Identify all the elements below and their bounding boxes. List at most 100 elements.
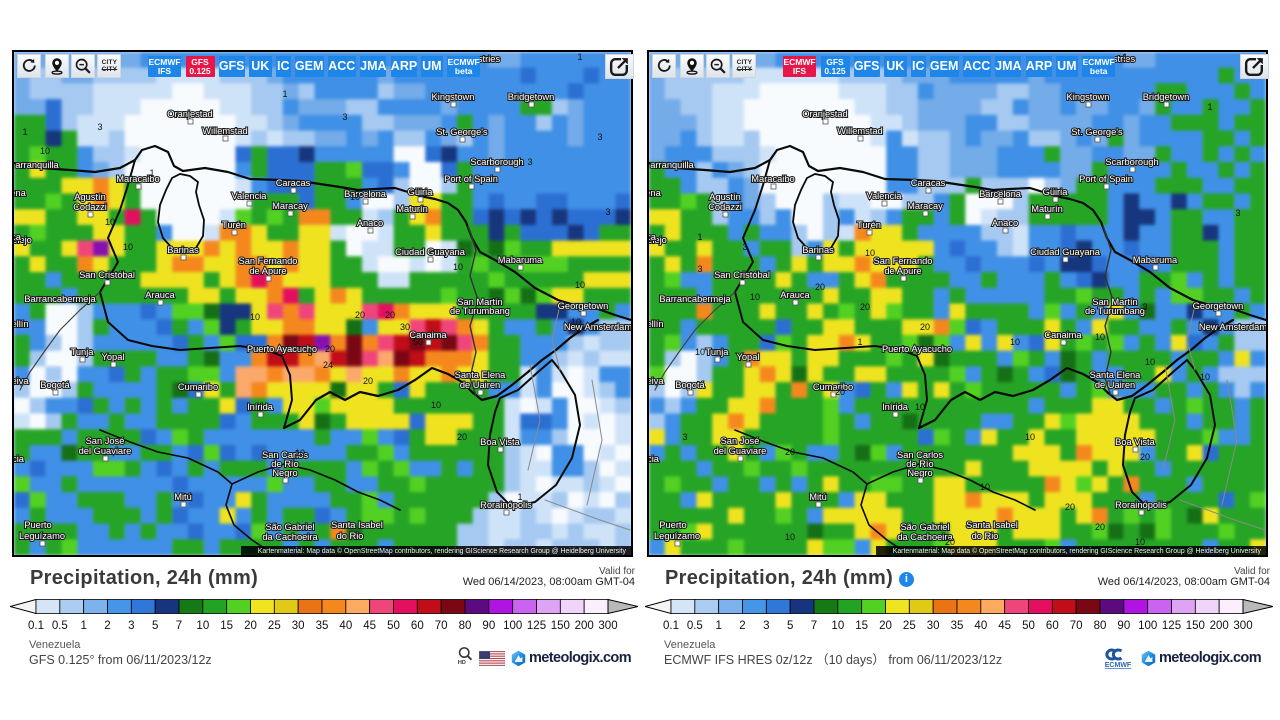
svg-text:3: 3	[1235, 208, 1240, 218]
svg-text:3: 3	[128, 620, 134, 632]
svg-text:0.1: 0.1	[663, 620, 679, 632]
svg-text:20: 20	[325, 344, 335, 354]
svg-text:7: 7	[811, 620, 817, 632]
svg-text:de Uairen: de Uairen	[460, 380, 500, 390]
svg-text:St. George's: St. George's	[1071, 127, 1123, 137]
svg-text:0.5: 0.5	[687, 620, 703, 632]
svg-text:10: 10	[123, 242, 133, 252]
svg-text:90: 90	[482, 620, 495, 632]
svg-text:10: 10	[431, 400, 441, 410]
svg-text:da Cachoeira: da Cachoeira	[897, 532, 953, 542]
svg-text:Maracay: Maracay	[907, 201, 943, 211]
svg-text:Güiria: Güiria	[1043, 187, 1069, 197]
svg-text:San Martín: San Martín	[457, 297, 502, 307]
svg-text:10: 10	[1025, 432, 1035, 442]
svg-text:Scarborough: Scarborough	[1105, 157, 1158, 167]
svg-text:Anaco: Anaco	[357, 218, 383, 228]
svg-text:elejo: elejo	[14, 235, 32, 245]
svg-text:1: 1	[1122, 52, 1127, 62]
svg-text:70: 70	[1070, 620, 1083, 632]
svg-text:3: 3	[307, 348, 312, 358]
svg-text:de Turumbang: de Turumbang	[450, 306, 510, 316]
svg-text:Maracaibo: Maracaibo	[116, 174, 159, 184]
svg-text:3: 3	[527, 157, 532, 167]
svg-text:Yopal: Yopal	[737, 352, 760, 362]
svg-text:ECMWF: ECMWF	[1105, 662, 1132, 669]
svg-text:10: 10	[453, 262, 463, 272]
svg-text:Barrancabermeja: Barrancabermeja	[24, 294, 96, 304]
svg-text:20: 20	[835, 387, 845, 397]
svg-text:ca: ca	[649, 232, 657, 242]
svg-text:ena: ena	[649, 188, 662, 198]
svg-text:del Guaviare: del Guaviare	[79, 446, 132, 456]
svg-text:20: 20	[815, 282, 825, 292]
svg-text:Kingstown: Kingstown	[432, 92, 475, 102]
svg-text:do Rio: do Rio	[972, 531, 999, 541]
svg-text:Codazzi: Codazzi	[708, 202, 742, 212]
svg-text:40: 40	[339, 620, 352, 632]
svg-text:20: 20	[1095, 522, 1105, 532]
svg-text:Valencia: Valencia	[867, 191, 903, 201]
svg-text:10: 10	[1095, 332, 1105, 342]
svg-text:10: 10	[575, 280, 585, 290]
svg-text:2: 2	[739, 620, 745, 632]
svg-text:10: 10	[695, 347, 705, 357]
svg-text:Codazzi: Codazzi	[73, 202, 107, 212]
svg-text:Canaima: Canaima	[1044, 330, 1082, 340]
svg-text:45: 45	[998, 620, 1011, 632]
svg-text:100: 100	[1138, 620, 1157, 632]
svg-text:Maracaibo: Maracaibo	[751, 174, 794, 184]
svg-text:50: 50	[1022, 620, 1035, 632]
svg-text:de Turumbang: de Turumbang	[1085, 306, 1145, 316]
svg-text:Cumaribo: Cumaribo	[813, 382, 853, 392]
svg-text:10: 10	[1010, 337, 1020, 347]
svg-text:10: 10	[980, 482, 990, 492]
svg-text:Mitú: Mitú	[809, 492, 827, 502]
svg-text:Port of Spain: Port of Spain	[444, 174, 498, 184]
svg-text:1: 1	[697, 232, 702, 242]
svg-text:100: 100	[503, 620, 522, 632]
svg-text:arranquilla: arranquilla	[15, 160, 59, 170]
svg-text:50: 50	[387, 620, 400, 632]
svg-text:Willemstad: Willemstad	[837, 126, 882, 136]
svg-text:20: 20	[355, 310, 365, 320]
svg-text:Mabaruma: Mabaruma	[1133, 255, 1178, 265]
svg-text:7: 7	[176, 620, 182, 632]
svg-text:Negro: Negro	[907, 468, 932, 478]
svg-text:Bridgetown: Bridgetown	[1143, 92, 1190, 102]
svg-text:Tunja: Tunja	[706, 347, 730, 357]
svg-text:20: 20	[1065, 502, 1075, 512]
svg-text:3: 3	[697, 264, 702, 274]
svg-text:Barinas: Barinas	[802, 245, 834, 255]
svg-text:ellín: ellín	[14, 319, 29, 329]
svg-text:20: 20	[363, 376, 373, 386]
svg-text:3: 3	[742, 242, 747, 252]
svg-text:10: 10	[105, 217, 115, 227]
svg-text:20: 20	[385, 310, 395, 320]
svg-text:San Cristóbal: San Cristóbal	[79, 270, 135, 280]
svg-text:de Río: de Río	[271, 459, 298, 469]
svg-text:Georgetown: Georgetown	[558, 301, 609, 311]
svg-text:10: 10	[1145, 357, 1155, 367]
svg-text:30: 30	[927, 620, 940, 632]
svg-text:3: 3	[597, 132, 602, 142]
svg-text:10: 10	[40, 146, 50, 156]
svg-text:São Gabriel: São Gabriel	[900, 522, 949, 532]
svg-text:Maracay: Maracay	[272, 201, 308, 211]
svg-text:200: 200	[575, 620, 594, 632]
svg-text:Turén: Turén	[857, 220, 881, 230]
svg-text:San Fernando: San Fernando	[874, 256, 933, 266]
svg-text:60: 60	[1046, 620, 1059, 632]
svg-text:80: 80	[459, 620, 472, 632]
svg-text:20: 20	[244, 620, 257, 632]
svg-text:20: 20	[1140, 452, 1150, 462]
svg-text:3: 3	[763, 620, 769, 632]
svg-text:1: 1	[80, 620, 86, 632]
svg-text:Willemstad: Willemstad	[202, 126, 247, 136]
svg-text:5: 5	[152, 620, 158, 632]
svg-text:200: 200	[1210, 620, 1229, 632]
svg-text:10: 10	[915, 402, 925, 412]
svg-text:Caracas: Caracas	[911, 178, 946, 188]
svg-text:San Martín: San Martín	[1092, 297, 1137, 307]
svg-text:20: 20	[879, 620, 892, 632]
